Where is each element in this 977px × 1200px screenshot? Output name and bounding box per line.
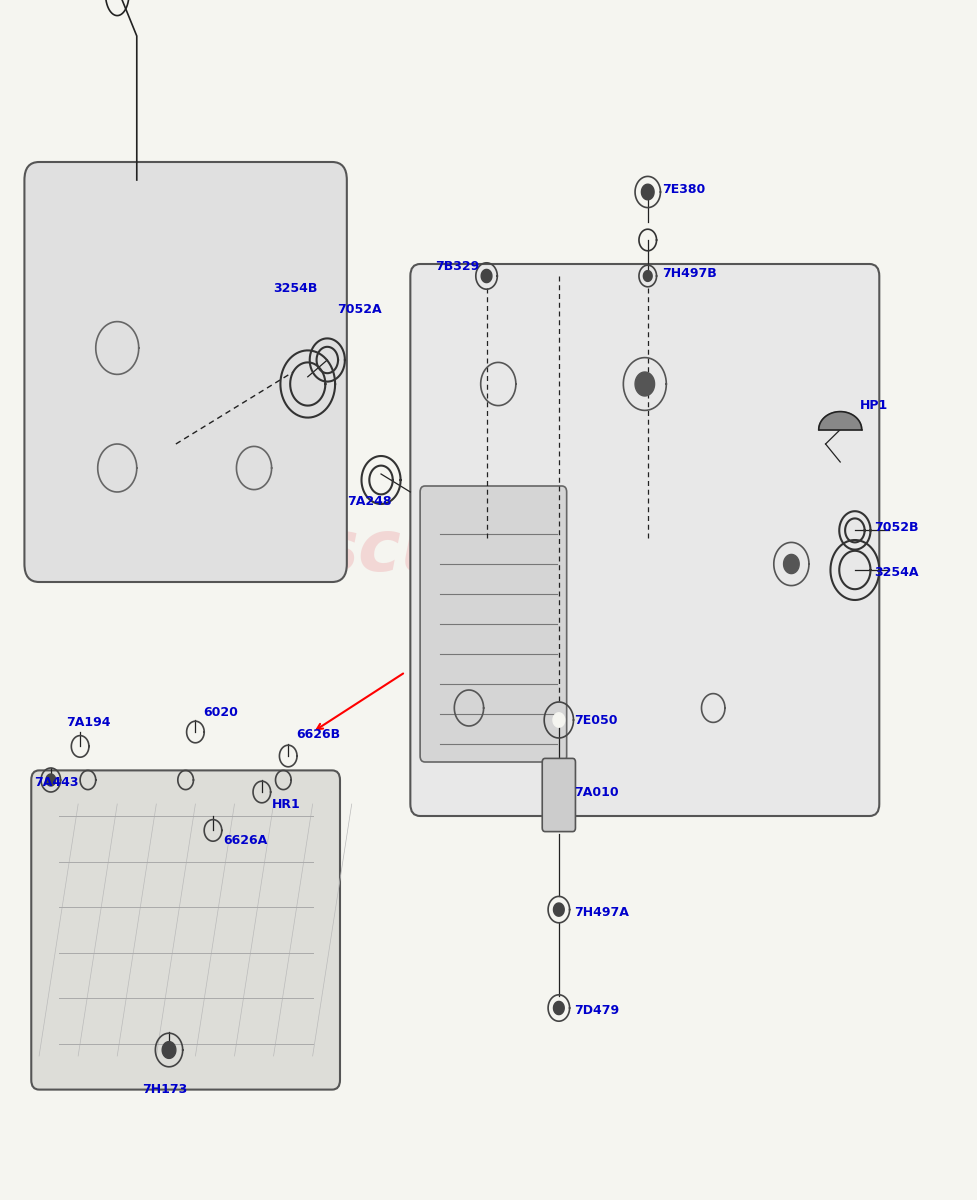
Polygon shape — [553, 713, 565, 727]
Text: 7052B: 7052B — [874, 522, 919, 534]
Text: 7D479: 7D479 — [574, 1004, 619, 1016]
Text: HP1: HP1 — [860, 400, 888, 412]
Polygon shape — [482, 270, 491, 282]
Polygon shape — [784, 554, 799, 574]
Text: 6626A: 6626A — [223, 834, 267, 846]
Polygon shape — [554, 904, 564, 916]
FancyBboxPatch shape — [420, 486, 567, 762]
Polygon shape — [644, 271, 653, 281]
Polygon shape — [46, 774, 56, 786]
Text: HR1: HR1 — [272, 798, 300, 810]
Text: 7A010: 7A010 — [574, 786, 619, 798]
Text: 7A248: 7A248 — [347, 496, 392, 508]
Text: 6626B: 6626B — [296, 728, 340, 740]
FancyBboxPatch shape — [31, 770, 340, 1090]
Text: 7052A: 7052A — [337, 304, 382, 316]
Text: 7A443: 7A443 — [34, 776, 79, 788]
Text: 3254B: 3254B — [274, 282, 318, 294]
Text: scuderia: scuderia — [315, 517, 662, 587]
Text: 7E380: 7E380 — [662, 184, 705, 196]
Text: 7H497A: 7H497A — [574, 906, 629, 918]
FancyBboxPatch shape — [410, 264, 879, 816]
Text: 7H497B: 7H497B — [662, 268, 717, 280]
Text: 7A194: 7A194 — [66, 716, 111, 728]
Text: car parts: car parts — [420, 622, 557, 650]
Text: 7H173: 7H173 — [142, 1084, 187, 1096]
Polygon shape — [635, 372, 655, 396]
Text: 7E050: 7E050 — [574, 714, 618, 726]
Polygon shape — [162, 1042, 176, 1058]
FancyBboxPatch shape — [24, 162, 347, 582]
Polygon shape — [642, 185, 654, 199]
Text: 6020: 6020 — [203, 707, 238, 719]
Polygon shape — [819, 412, 862, 430]
FancyBboxPatch shape — [542, 758, 575, 832]
Text: 3254A: 3254A — [874, 566, 919, 578]
Polygon shape — [554, 1002, 564, 1014]
Text: 7B329: 7B329 — [435, 260, 479, 272]
